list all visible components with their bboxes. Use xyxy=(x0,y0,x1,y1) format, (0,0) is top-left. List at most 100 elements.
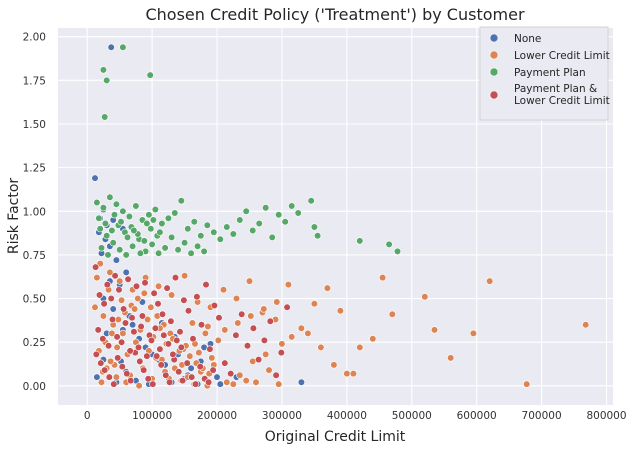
data-point xyxy=(213,373,221,381)
data-point xyxy=(216,380,224,388)
data-point xyxy=(242,207,250,215)
data-point xyxy=(210,228,218,236)
data-point xyxy=(110,380,118,388)
y-tick-label: 0.75 xyxy=(23,250,46,262)
data-point xyxy=(275,380,283,388)
data-point xyxy=(260,336,269,345)
data-point xyxy=(242,377,250,385)
data-point xyxy=(238,310,246,318)
data-point xyxy=(109,239,117,247)
data-point xyxy=(186,352,194,360)
data-point xyxy=(252,378,260,386)
data-point xyxy=(116,246,124,254)
data-point xyxy=(379,274,387,282)
data-point xyxy=(273,298,281,306)
data-point xyxy=(421,293,429,301)
data-point xyxy=(151,324,159,332)
x-tick-label: 300000 xyxy=(262,410,302,422)
data-point xyxy=(93,274,101,282)
data-point xyxy=(113,333,121,341)
data-point xyxy=(125,212,133,221)
data-point xyxy=(166,378,174,386)
data-point xyxy=(223,378,231,386)
series-1 xyxy=(91,260,590,390)
data-point xyxy=(227,370,235,378)
data-point xyxy=(130,328,138,336)
data-point xyxy=(121,319,130,327)
data-point xyxy=(97,244,106,252)
data-point xyxy=(153,352,161,360)
data-point xyxy=(486,277,494,285)
y-tick-label: 0.25 xyxy=(23,337,46,349)
data-point xyxy=(145,211,153,219)
data-point xyxy=(115,286,123,294)
x-tick-label: 200000 xyxy=(197,410,237,422)
data-point xyxy=(181,272,189,280)
data-point xyxy=(265,366,273,374)
data-point xyxy=(104,342,113,350)
data-point xyxy=(176,328,184,336)
data-point xyxy=(103,281,111,289)
x-tick-label: 0 xyxy=(84,410,91,422)
data-point xyxy=(168,291,176,299)
legend-marker xyxy=(489,67,499,77)
legend-label: None xyxy=(514,33,541,45)
data-point xyxy=(187,364,195,372)
data-point xyxy=(192,380,200,388)
data-point xyxy=(266,317,274,325)
data-point xyxy=(283,303,291,311)
legend-label: Lower Credit Limit xyxy=(514,95,610,107)
data-point xyxy=(117,296,126,304)
data-point xyxy=(210,301,218,310)
data-point xyxy=(129,321,137,329)
data-point xyxy=(157,361,165,369)
data-point xyxy=(119,305,128,313)
data-point xyxy=(156,345,164,353)
data-point xyxy=(223,223,231,231)
data-point xyxy=(99,204,107,212)
data-point xyxy=(150,289,158,297)
x-tick-label: 500000 xyxy=(392,410,432,422)
data-point xyxy=(206,345,214,353)
legend-marker xyxy=(489,33,499,43)
data-point xyxy=(103,232,111,240)
data-point xyxy=(310,223,319,231)
data-point xyxy=(146,71,154,79)
data-point xyxy=(209,366,217,374)
data-point xyxy=(255,219,263,228)
data-point xyxy=(143,352,151,360)
data-point xyxy=(330,361,338,369)
data-point xyxy=(97,359,105,367)
data-point xyxy=(184,307,193,315)
data-point xyxy=(116,277,124,285)
data-point xyxy=(106,268,114,277)
data-point xyxy=(131,305,139,313)
data-point xyxy=(127,377,135,385)
data-point xyxy=(317,343,325,352)
data-point xyxy=(140,289,148,297)
data-point xyxy=(221,326,229,334)
legend-frame xyxy=(479,26,609,121)
data-point xyxy=(163,284,171,292)
data-point xyxy=(369,335,377,343)
data-point xyxy=(177,197,185,205)
data-point xyxy=(215,314,223,322)
data-point xyxy=(174,246,182,254)
data-point xyxy=(272,371,280,379)
data-point xyxy=(356,343,364,352)
data-point xyxy=(164,340,172,348)
data-point xyxy=(129,242,137,250)
data-point xyxy=(188,319,196,327)
data-point xyxy=(106,193,114,201)
data-point xyxy=(158,310,167,318)
data-point xyxy=(249,357,257,366)
data-point xyxy=(144,375,152,383)
data-point xyxy=(205,378,213,386)
data-point xyxy=(103,76,111,84)
data-point xyxy=(119,43,127,51)
data-point xyxy=(236,216,244,224)
data-point xyxy=(119,207,127,215)
data-point xyxy=(219,286,228,294)
data-point xyxy=(307,197,315,205)
data-point xyxy=(136,249,144,257)
